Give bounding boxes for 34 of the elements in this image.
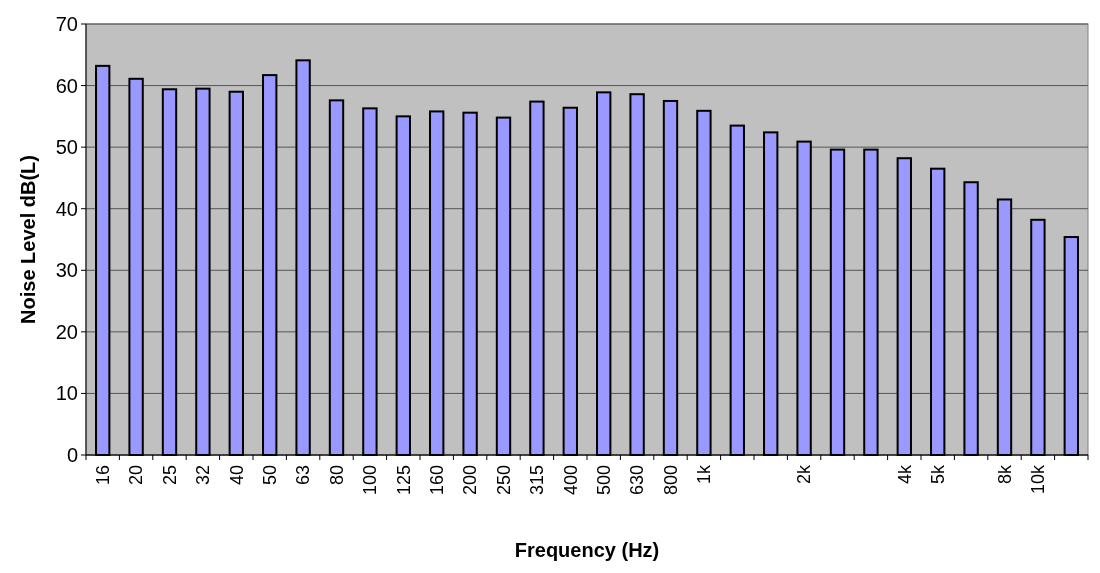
x-tick-label: 500 (594, 465, 614, 496)
y-tick-label: 60 (55, 74, 78, 97)
y-tick-label: 30 (55, 259, 78, 282)
x-tick-label: 315 (527, 465, 548, 496)
x-tick-label: 63 (293, 465, 314, 486)
x-tick-label: 1k (694, 464, 715, 485)
x-tick-label: 8k (994, 464, 1015, 485)
x-tick-label: 200 (460, 465, 481, 496)
x-tick-label: 630 (627, 465, 648, 496)
x-tick-label: 5k (928, 464, 948, 485)
y-tick-label: 10 (55, 382, 78, 405)
x-tick-label: 800 (660, 465, 681, 496)
x-tick-label: 25 (159, 465, 180, 486)
x-tick-label: 4k (894, 464, 915, 485)
x-axis-title: Frequency (Hz) (514, 539, 660, 561)
y-tick-label: 20 (55, 320, 78, 343)
x-tick-label: 50 (260, 465, 280, 486)
x-tick-label: 160 (427, 465, 447, 496)
x-tick-label: 20 (126, 465, 147, 486)
y-tick-label: 50 (55, 136, 78, 159)
x-tick-label: 125 (393, 465, 414, 496)
x-tick-label: 32 (193, 465, 214, 486)
x-tick-label: 2k (794, 464, 815, 485)
x-tick-label: 10k (1028, 464, 1049, 495)
x-tick-label: 80 (326, 465, 347, 486)
x-tick-label: 16 (93, 465, 113, 486)
x-tick-label: 40 (226, 465, 247, 486)
y-tick-label: 0 (66, 444, 78, 466)
y-tick-label: 70 (55, 13, 78, 35)
x-tick-label: 100 (360, 465, 381, 496)
x-tick-label: 250 (493, 465, 514, 496)
y-tick-label: 40 (55, 197, 78, 220)
x-tick-label: 400 (560, 465, 581, 496)
y-axis-title: Noise Level dB(L) (17, 155, 39, 324)
